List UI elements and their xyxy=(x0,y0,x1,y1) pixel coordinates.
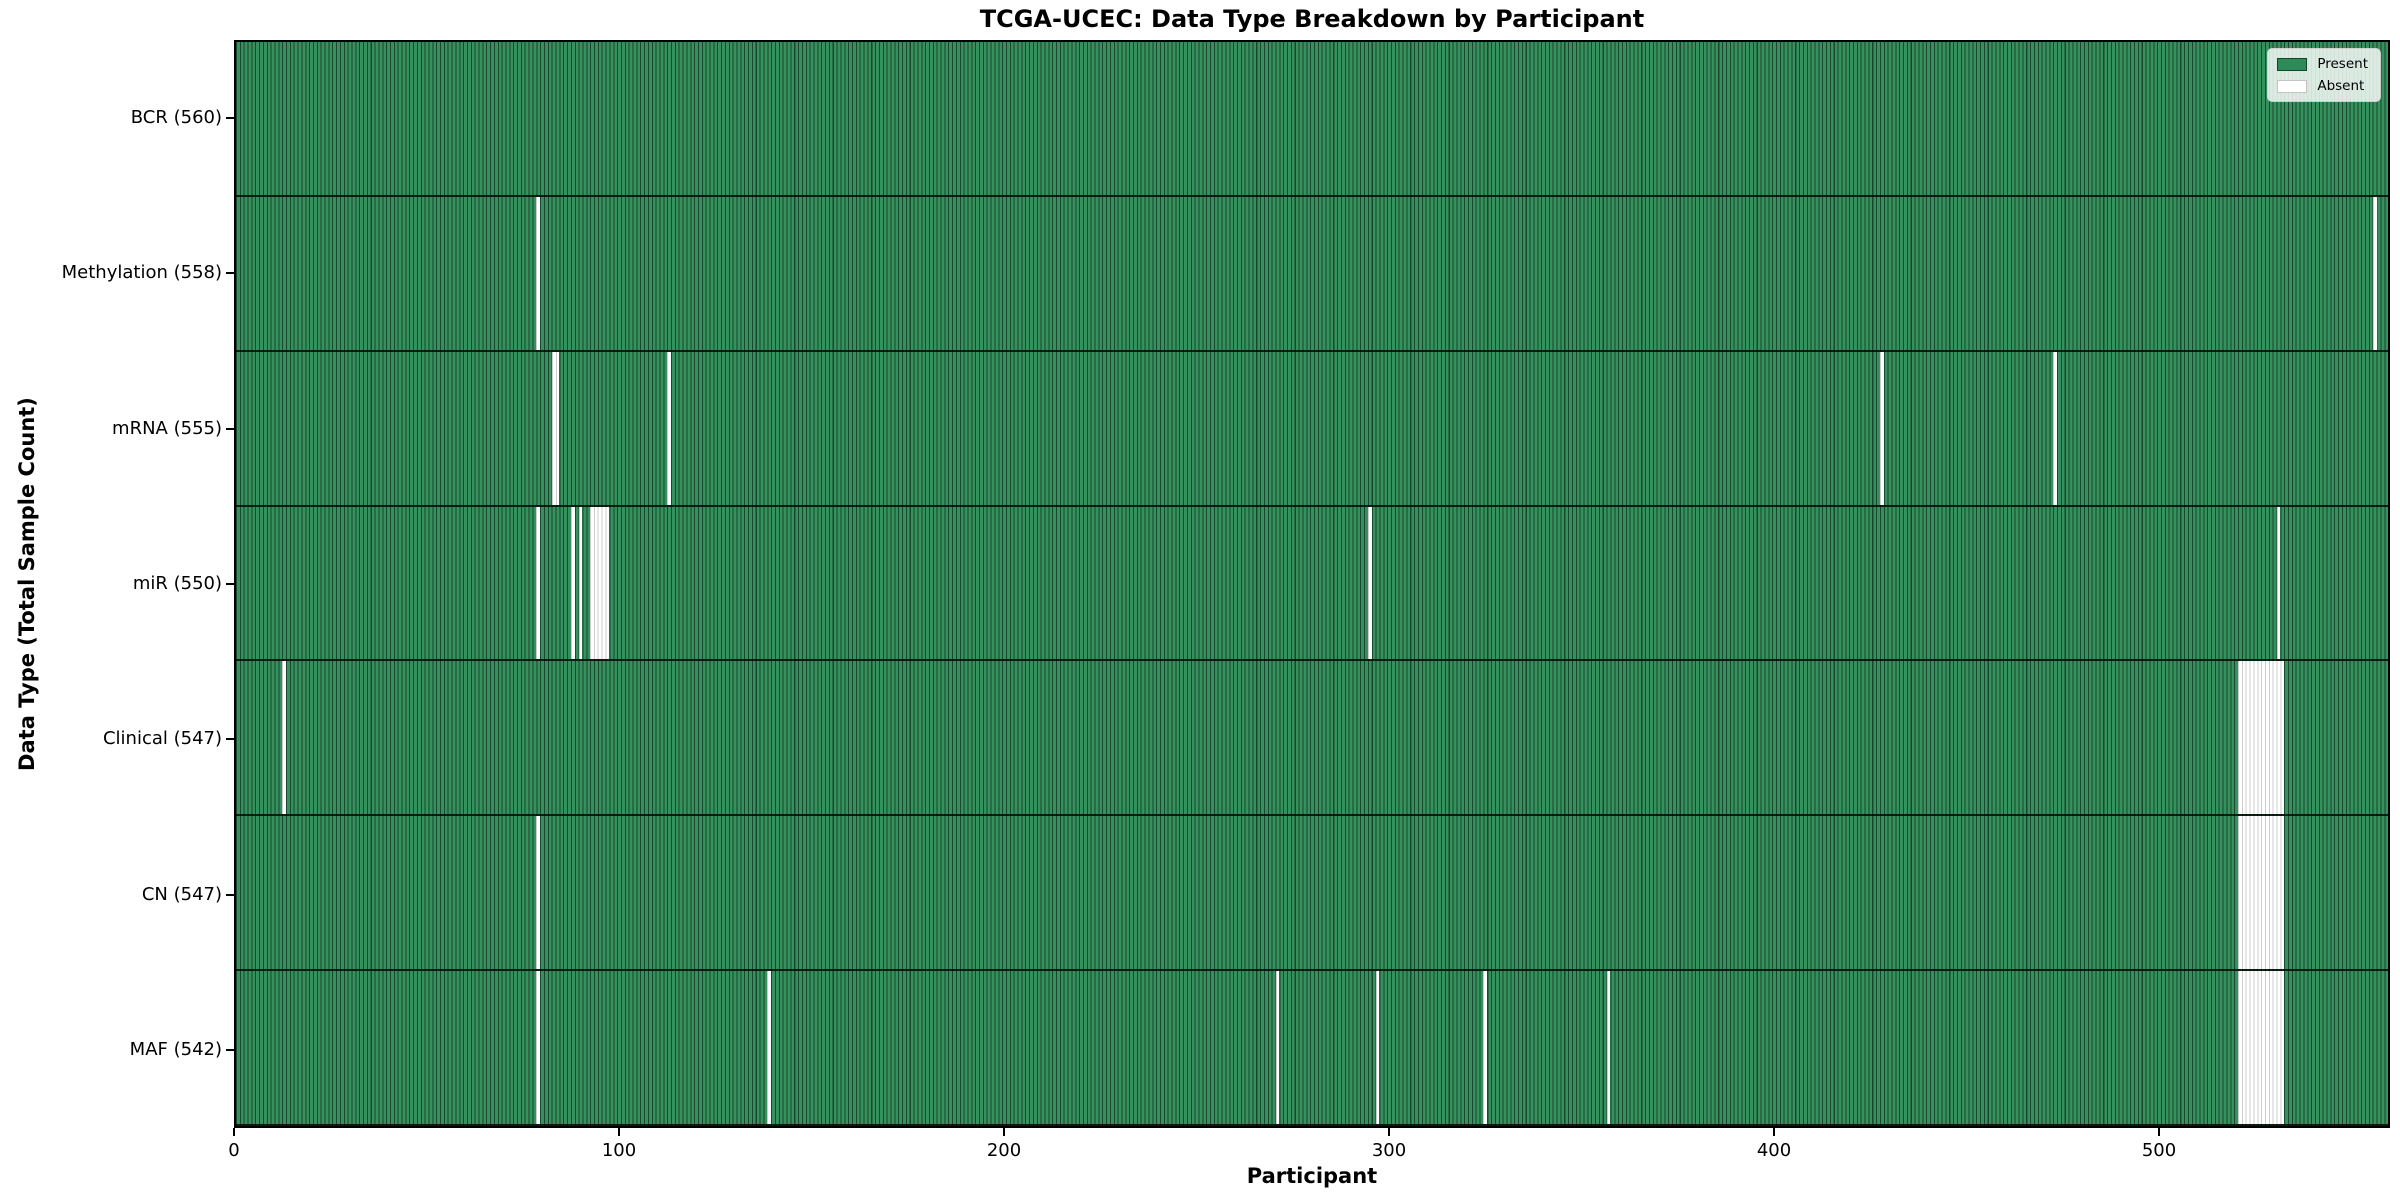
absent-gap xyxy=(536,506,541,660)
x-tick-label: 100 xyxy=(601,1140,637,1161)
y-tick-mark xyxy=(226,427,234,430)
legend-absent-swatch-icon xyxy=(2277,79,2308,93)
matrix-row-mir xyxy=(236,506,2388,662)
legend-item-present: Present xyxy=(2277,56,2368,72)
matrix-row-maf xyxy=(236,971,2388,1127)
x-axis-label: Participant xyxy=(1246,1164,1378,1188)
matrix-row-clinical xyxy=(236,661,2388,817)
absent-gap xyxy=(536,971,541,1125)
y-tick-label: MAF (542) xyxy=(129,1039,222,1061)
absent-gap xyxy=(2053,351,2058,505)
x-tick-mark xyxy=(618,1128,620,1136)
y-tick-label: Clinical (547) xyxy=(102,728,222,750)
absent-gap xyxy=(767,971,772,1125)
legend-absent-label: Absent xyxy=(2317,78,2365,94)
absent-gap xyxy=(590,506,610,660)
absent-gap xyxy=(551,351,560,505)
matrix-row-bcr xyxy=(236,42,2388,197)
x-tick-label: 500 xyxy=(2141,1140,2177,1161)
legend-present-label: Present xyxy=(2317,56,2368,72)
y-tick-mark xyxy=(226,738,234,741)
y-tick-label: mRNA (555) xyxy=(112,417,222,439)
x-tick-mark xyxy=(1388,1128,1390,1136)
absent-gap xyxy=(667,351,672,505)
x-tick-label: 0 xyxy=(228,1140,240,1161)
y-tick-mark xyxy=(226,893,234,896)
y-tick-mark xyxy=(226,1049,234,1052)
absent-gap xyxy=(2238,661,2285,815)
absent-gap xyxy=(536,816,541,970)
y-tick-mark xyxy=(226,116,234,119)
matrix-row-mrna xyxy=(236,351,2388,507)
absent-gap xyxy=(2276,506,2281,660)
x-tick-label: 400 xyxy=(1756,1140,1792,1161)
matrix-row-cn xyxy=(236,816,2388,972)
absent-gap xyxy=(282,661,287,815)
y-tick-label: BCR (560) xyxy=(130,106,222,128)
x-tick-mark xyxy=(2158,1128,2160,1136)
absent-gap xyxy=(1367,506,1372,660)
absent-gap xyxy=(1483,971,1488,1125)
y-tick-mark xyxy=(226,583,234,585)
absent-gap xyxy=(536,196,541,350)
absent-gap xyxy=(1879,351,1884,505)
absent-gap xyxy=(570,506,575,660)
chart-title: TCGA-UCEC: Data Type Breakdown by Partic… xyxy=(979,5,1645,33)
x-tick-label: 300 xyxy=(1371,1140,1407,1161)
absent-gap xyxy=(2372,196,2377,350)
x-tick-label: 200 xyxy=(986,1140,1022,1161)
absent-gap xyxy=(2238,816,2285,970)
absent-gap xyxy=(578,506,583,660)
plot-area: Present Absent xyxy=(234,40,2390,1128)
x-tick-mark xyxy=(1773,1128,1775,1136)
absent-gap xyxy=(2238,971,2285,1125)
y-tick-label: CN (547) xyxy=(141,883,222,905)
y-tick-label: Methylation (558) xyxy=(61,262,222,284)
legend-item-absent: Absent xyxy=(2277,78,2368,94)
absent-gap xyxy=(1275,971,1280,1125)
y-tick-mark xyxy=(226,272,234,275)
legend: Present Absent xyxy=(2267,48,2381,102)
x-tick-mark xyxy=(1003,1128,1005,1136)
matrix-row-methylation xyxy=(236,196,2388,352)
legend-present-swatch-icon xyxy=(2277,57,2308,71)
x-tick-mark xyxy=(233,1128,235,1136)
y-tick-label: miR (550) xyxy=(132,573,222,594)
absent-gap xyxy=(1606,971,1611,1125)
absent-gap xyxy=(1375,971,1380,1125)
